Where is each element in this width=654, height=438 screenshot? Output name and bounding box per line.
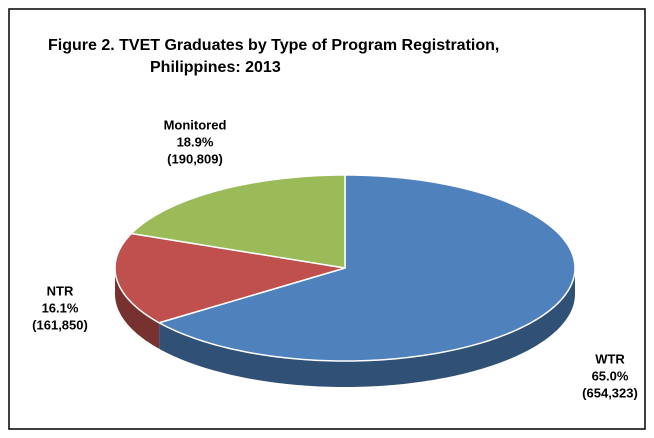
chart-title: Figure 2. TVET Graduates by Type of Prog… — [48, 37, 499, 54]
slice-label: WTR 65.0% (654,323) — [582, 351, 638, 400]
value-label: (654,323) — [582, 385, 638, 400]
value-label: (161,850) — [32, 317, 88, 332]
slice — [114, 232, 346, 324]
category-label: Monitored — [164, 117, 227, 132]
category-label: WTR — [595, 351, 625, 366]
value-label: (190,809) — [167, 151, 223, 166]
slice — [129, 174, 346, 269]
slice — [157, 174, 576, 362]
slice-label: NTR 16.1% (161,850) — [32, 283, 88, 332]
percent-label: 18.9% — [177, 134, 214, 149]
category-label: NTR — [47, 283, 74, 298]
chart-title: Philippines: 2013 — [150, 59, 281, 76]
slice-side — [159, 268, 575, 387]
slice-label: Monitored 18.9% (190,809) — [164, 117, 227, 166]
percent-label: 65.0% — [592, 368, 629, 383]
percent-label: 16.1% — [42, 300, 79, 315]
